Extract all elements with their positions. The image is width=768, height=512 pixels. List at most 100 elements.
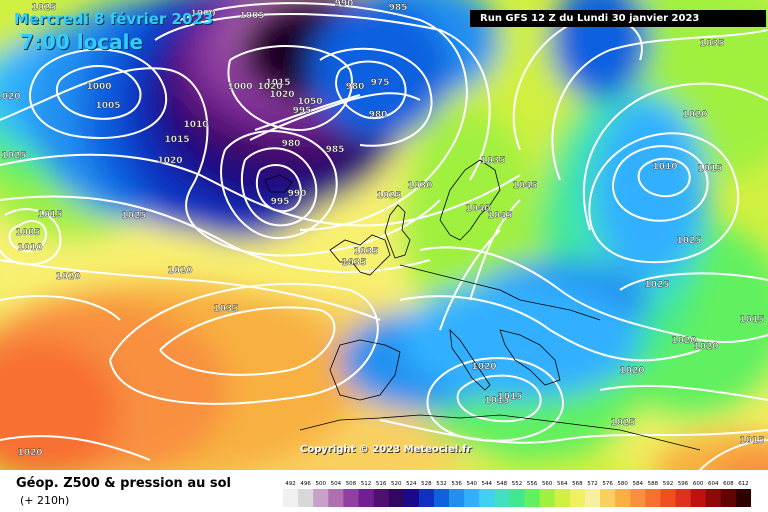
field-blob (712, 450, 768, 470)
isobar-line (0, 435, 151, 461)
isobar-label: 1040 (465, 204, 490, 214)
isobar-line (159, 306, 336, 376)
forecast-date: Mercredi 8 février 2023 (14, 10, 214, 28)
isobar-line (426, 357, 564, 442)
isobar-label: 1020 (471, 362, 496, 372)
scale-swatch (464, 489, 480, 507)
scale-swatch (373, 489, 389, 507)
scale-swatch (615, 489, 631, 507)
isobar-line (0, 259, 381, 321)
isobar-label: 1020 (671, 336, 696, 346)
isobar-line (582, 82, 768, 231)
scale-label: 496 (300, 481, 311, 487)
isobar-label: 1015 (697, 164, 722, 174)
scale-label: 552 (512, 481, 523, 487)
scale-swatch (584, 489, 601, 507)
isobar-line (8, 220, 47, 253)
scale-swatch (735, 489, 751, 507)
isobar-label: 975 (371, 78, 390, 88)
isobar-line (399, 295, 701, 362)
scale-swatch (403, 489, 420, 507)
scale-swatch (539, 489, 556, 507)
scale-label: 560 (542, 481, 553, 487)
isobar-label: 985 (389, 3, 408, 13)
scale-swatch (720, 489, 737, 507)
isobar-line (469, 199, 521, 301)
isobar-label: 980 (282, 139, 301, 149)
isobar-label: 1035 (213, 304, 238, 314)
scale-swatch (283, 489, 299, 507)
scale-swatch (690, 489, 707, 507)
scale-swatch (328, 489, 344, 507)
isobar-label: 1025 (610, 418, 635, 428)
weather-map: 1000 1005 990 985 1035 1025 1000 1005 1020 1000 10… (0, 0, 768, 470)
scale-label: 520 (391, 481, 402, 487)
scale-swatch (298, 489, 314, 507)
scale-label: 564 (557, 481, 568, 487)
isobar-line (551, 29, 768, 181)
scale-label: 504 (331, 481, 342, 487)
scale-label: 604 (708, 481, 719, 487)
scale-swatch (494, 489, 510, 507)
isobar-label: 1010 (183, 120, 208, 130)
scale-label: 556 (527, 481, 538, 487)
scale-label: 580 (617, 481, 628, 487)
scale-label: 608 (723, 481, 734, 487)
isobar-line (0, 195, 431, 273)
scale-label: 524 (406, 481, 417, 487)
scale-label: 612 (738, 481, 749, 487)
scale-swatch (388, 489, 405, 507)
scale-label: 536 (451, 481, 462, 487)
scale-label: 500 (315, 481, 326, 487)
scale-swatch (358, 489, 374, 507)
isobar-label: 1025 (1, 151, 26, 161)
scale-label: 588 (648, 481, 659, 487)
scale-label: 544 (482, 481, 493, 487)
isobar-line (0, 67, 441, 257)
isobar-line (55, 65, 142, 120)
isobar-line (249, 92, 421, 141)
isobar-label: 1000 (86, 82, 111, 92)
isobar-label: 1020 (269, 90, 294, 100)
isobar-label: 985 (326, 145, 345, 155)
isobar-label: 1020 (693, 342, 718, 352)
coastline-scandinavia (439, 159, 501, 241)
isobar-label: 1035 (353, 247, 378, 257)
scale-label: 512 (361, 481, 372, 487)
isobar-lines (0, 2, 768, 470)
isobar-label: 1015 (739, 315, 764, 325)
isobar-line (612, 145, 709, 222)
scale-label: 516 (376, 481, 387, 487)
isobar-line (456, 374, 542, 423)
scale-swatch (524, 489, 540, 507)
isobar-label: 980 (346, 82, 365, 92)
scale-swatch (433, 489, 450, 507)
isobar-label: 1020 (167, 266, 192, 276)
isobar-label: 1000 (190, 9, 215, 19)
isobar-label: 1015 (164, 135, 189, 145)
scale-swatch (418, 489, 435, 507)
isobar-line (254, 94, 361, 131)
isobar-label: 980 (369, 110, 388, 120)
isobar-line (379, 419, 768, 444)
scale-label: 548 (497, 481, 508, 487)
scale-swatch (569, 489, 586, 507)
legend-title: Géop. Z500 & pression au sol (16, 476, 231, 491)
isobar-label: 1005 (95, 101, 120, 111)
isobar-label: 1045 (487, 211, 512, 221)
isobar-line (699, 439, 768, 470)
scale-swatch (705, 489, 722, 507)
isobar-label: 1020 (0, 92, 21, 102)
isobar-label: 1015 (37, 210, 62, 220)
isobar-label: 990 (335, 0, 354, 9)
legend-subtitle: (+ 210h) (20, 494, 70, 507)
coastline-balkans (499, 329, 561, 386)
forecast-time: 7:00 locale (20, 30, 144, 54)
scale-label: 492 (285, 481, 296, 487)
scale-label: 592 (663, 481, 674, 487)
isobar-line (240, 147, 318, 227)
isobar-label: 1020 (17, 448, 42, 458)
scale-swatch (660, 489, 676, 507)
isobar-label: 1050 (297, 97, 322, 107)
